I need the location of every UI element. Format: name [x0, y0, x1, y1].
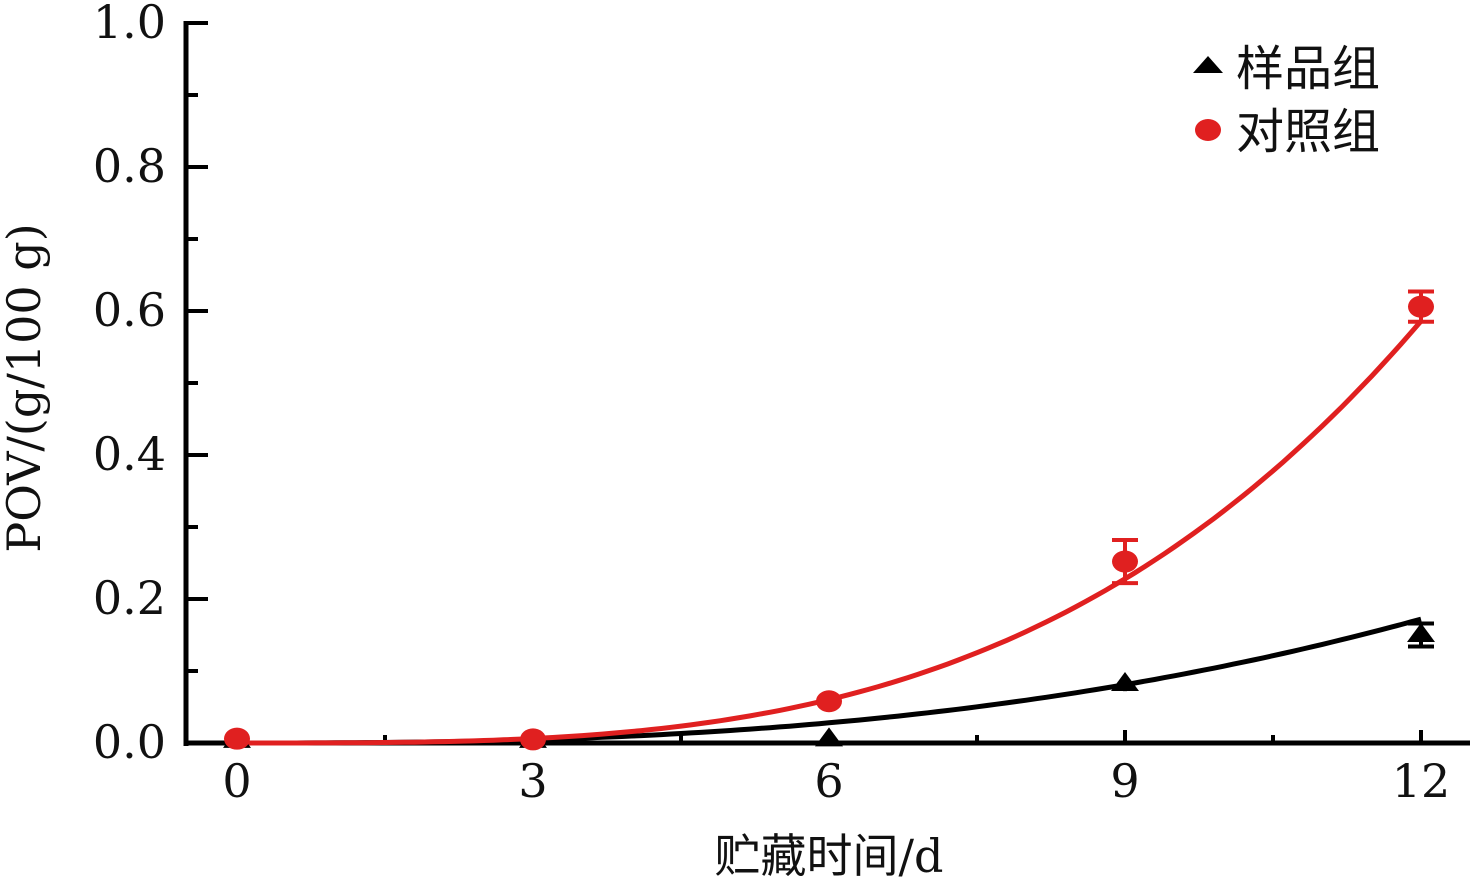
- circle-marker-icon: [1195, 119, 1221, 141]
- triangle-marker-icon: [1111, 671, 1139, 691]
- circle-marker-icon: [1408, 295, 1434, 318]
- circle-marker-icon: [224, 727, 250, 750]
- legend-item-sample: 样品组: [1193, 41, 1380, 97]
- circle-marker-icon: [816, 690, 842, 713]
- triangle-marker-icon: [1407, 623, 1435, 642]
- x-axis-title: 贮藏时间/d: [715, 829, 944, 882]
- y-axis-ticks: 0.0 0.2 0.4 0.6 0.8 1.0: [93, 0, 208, 769]
- legend: 样品组 对照组: [1193, 41, 1380, 160]
- x-tick-label: 9: [1110, 754, 1139, 808]
- y-tick-label: 0.4: [93, 427, 166, 481]
- data-points: [223, 289, 1435, 751]
- y-tick-label: 0.6: [93, 283, 166, 337]
- circle-marker-icon: [1112, 550, 1138, 573]
- y-tick-label: 0.8: [93, 139, 166, 193]
- y-tick-label: 0.2: [93, 571, 166, 625]
- x-tick-label: 0: [222, 754, 251, 808]
- legend-item-control: 对照组: [1195, 104, 1380, 160]
- y-tick-label: 0.0: [93, 715, 166, 769]
- x-tick-label: 3: [518, 754, 547, 808]
- triangle-marker-icon: [1193, 56, 1223, 73]
- control-fit-curve: [237, 319, 1423, 746]
- triangle-marker-icon: [815, 727, 843, 747]
- x-tick-label: 12: [1392, 754, 1451, 808]
- x-tick-label: 6: [814, 754, 843, 808]
- y-axis-title: POV/(g/100 g): [0, 223, 51, 552]
- fit-curves: [237, 319, 1423, 746]
- y-tick-label: 1.0: [93, 0, 166, 49]
- sample-fit-curve: [237, 616, 1422, 746]
- circle-marker-icon: [520, 728, 546, 751]
- legend-label-control: 对照组: [1236, 104, 1380, 160]
- legend-label-sample: 样品组: [1236, 41, 1380, 97]
